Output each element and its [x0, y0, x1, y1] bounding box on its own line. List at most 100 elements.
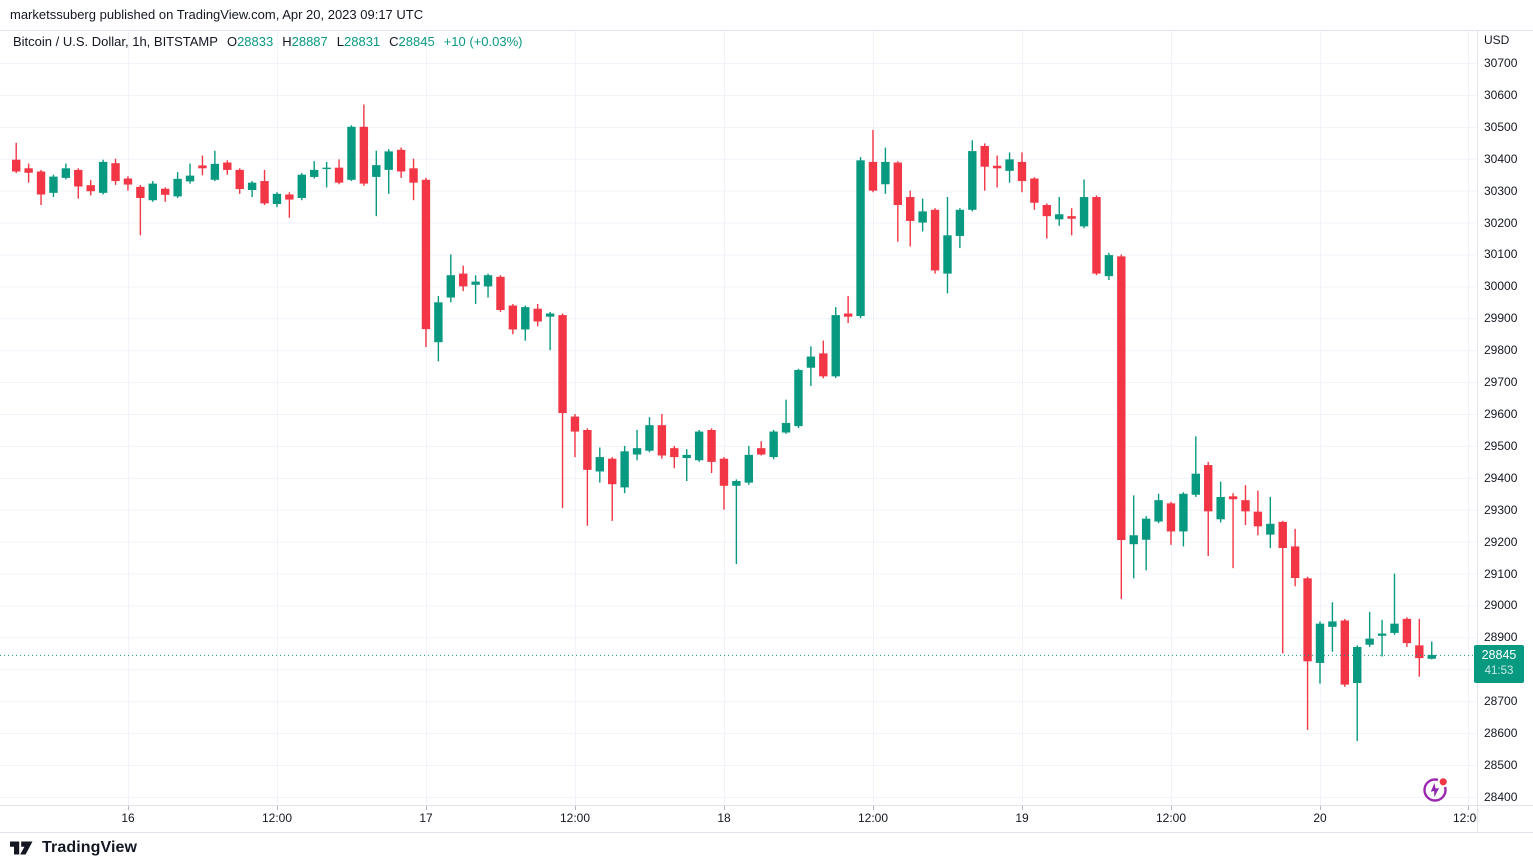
- candle-body: [980, 145, 989, 167]
- candle-body: [930, 209, 940, 271]
- candle-body: [1315, 623, 1325, 663]
- ohlc-low: L28831: [336, 34, 381, 49]
- price-axis-label: 28700: [1484, 694, 1518, 709]
- candle-body: [1179, 493, 1188, 532]
- candle-body: [508, 305, 518, 330]
- symbol-title: Bitcoin / U.S. Dollar, 1h, BITSTAMP: [13, 34, 218, 49]
- candle-body: [595, 457, 604, 472]
- candle-body: [1104, 255, 1114, 277]
- time-axis-label: 19: [1015, 811, 1029, 825]
- price-axis-label: 29300: [1484, 502, 1518, 517]
- candle-body: [98, 161, 108, 193]
- candle-body: [1365, 638, 1374, 645]
- time-axis-label: 12:00: [1452, 811, 1477, 825]
- lightning-flair-icon: [1423, 776, 1449, 802]
- candle-body: [1129, 535, 1138, 545]
- time-axis-label: 16: [121, 811, 135, 825]
- price-axis-label: 29500: [1484, 438, 1518, 453]
- ohlc-open: O28833: [226, 34, 274, 49]
- price-axis-label: 28900: [1484, 630, 1518, 645]
- candle-body: [434, 302, 443, 343]
- candle-body: [521, 307, 530, 330]
- candle-body: [744, 454, 754, 483]
- candle-body: [496, 276, 505, 310]
- candle-body: [1079, 197, 1089, 227]
- price-axis-label: 30600: [1484, 87, 1518, 102]
- time-axis-label: 12:00: [559, 811, 591, 825]
- price-axis-label: 28600: [1484, 726, 1518, 741]
- price-axis-label: 28500: [1484, 758, 1518, 773]
- candle-body: [1427, 654, 1436, 659]
- last-price-value: 28845: [1481, 648, 1517, 662]
- candle-body: [645, 425, 654, 451]
- ohlc-close: C28845: [389, 34, 435, 49]
- candle-body: [757, 448, 766, 455]
- candle-body: [843, 313, 853, 317]
- candle-body: [210, 163, 220, 180]
- candle-body: [831, 315, 840, 377]
- candle-body: [446, 275, 455, 298]
- candle-body: [632, 448, 642, 455]
- price-axis-label: 29800: [1484, 343, 1518, 358]
- candle-body: [1402, 618, 1412, 644]
- candle-body: [1166, 503, 1176, 532]
- candle-body: [1278, 521, 1287, 549]
- candle-body: [769, 431, 778, 458]
- candle-body: [334, 167, 344, 183]
- candle-body: [707, 429, 716, 462]
- candle-body: [396, 149, 406, 172]
- candle-body: [1390, 623, 1399, 633]
- candle-body: [161, 188, 170, 195]
- time-axis-label: 12:00: [261, 811, 293, 825]
- candle-body: [421, 179, 431, 330]
- price-change: +10 (+0.03%): [443, 34, 523, 49]
- candle-body: [570, 416, 580, 432]
- candle-body: [694, 431, 704, 461]
- candle-body: [794, 369, 803, 427]
- candle-body: [12, 159, 21, 172]
- candle-body: [1117, 256, 1126, 541]
- candle-body: [322, 167, 331, 170]
- candle-body: [384, 151, 393, 170]
- candle-body: [359, 126, 369, 184]
- candle-body: [918, 211, 927, 223]
- candle-body: [459, 273, 468, 287]
- candle-body: [682, 454, 691, 459]
- tradingview-brand-text: TradingView: [42, 839, 138, 856]
- price-axis-label: 29900: [1484, 311, 1518, 326]
- candle-body: [136, 186, 145, 198]
- header-bar: marketssuberg published on TradingView.c…: [0, 0, 1533, 30]
- candle-body: [906, 197, 915, 221]
- time-axis[interactable]: 16 12:00 17 12:00 18 12:00 19 12:00 20 12:00: [0, 806, 1477, 832]
- candle-body: [111, 163, 120, 182]
- candle-body: [1030, 178, 1039, 203]
- candle-body: [372, 165, 381, 177]
- time-axis-label: 17: [419, 811, 433, 825]
- candle-body: [471, 281, 480, 285]
- candle-body: [533, 308, 542, 322]
- candle-body: [558, 315, 567, 414]
- candle-body: [819, 353, 828, 377]
- candle-body: [260, 181, 269, 204]
- time-axis-label: 12:00: [1155, 811, 1187, 825]
- candle-body: [1228, 496, 1238, 500]
- candle-body: [310, 169, 319, 177]
- tradingview-brand-link[interactable]: TradingView: [10, 839, 137, 857]
- price-axis-label: 30700: [1484, 56, 1518, 70]
- price-axis-label: 29000: [1484, 598, 1518, 613]
- price-axis-label: 30500: [1484, 119, 1518, 134]
- price-axis-label: 29200: [1484, 534, 1518, 549]
- candle-body: [881, 161, 890, 185]
- price-axis-label: 29700: [1484, 375, 1518, 390]
- tradingview-logo-icon: [10, 841, 33, 855]
- candle-body: [992, 165, 1002, 169]
- bar-countdown: 41:53: [1484, 665, 1514, 677]
- price-axis-label: 30100: [1484, 247, 1518, 262]
- price-axis-label: 28400: [1484, 789, 1518, 804]
- candle-body: [545, 313, 555, 317]
- footer-bar: TradingView: [0, 833, 1533, 867]
- candle-body: [1266, 523, 1275, 535]
- candle-body: [955, 209, 965, 236]
- candle-body: [806, 356, 816, 368]
